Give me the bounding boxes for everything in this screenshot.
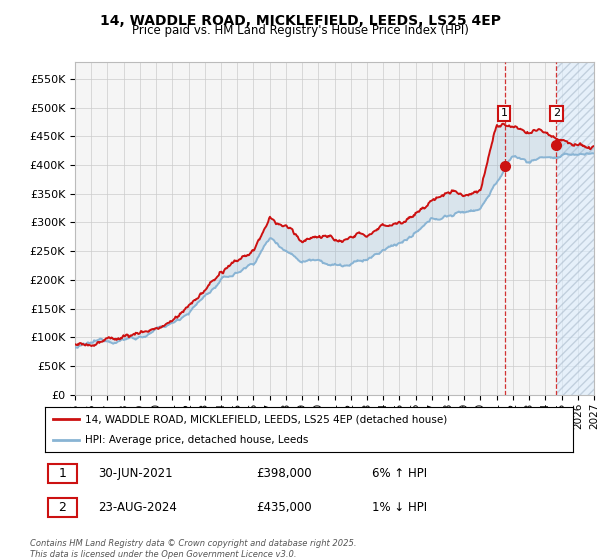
Text: 1: 1 [58,467,66,480]
Text: 1: 1 [500,108,508,118]
Text: 1% ↓ HPI: 1% ↓ HPI [373,501,427,514]
Text: 23-AUG-2024: 23-AUG-2024 [98,501,176,514]
Text: Contains HM Land Registry data © Crown copyright and database right 2025.
This d: Contains HM Land Registry data © Crown c… [30,539,356,559]
Text: 14, WADDLE ROAD, MICKLEFIELD, LEEDS, LS25 4EP (detached house): 14, WADDLE ROAD, MICKLEFIELD, LEEDS, LS2… [85,414,447,424]
Text: £435,000: £435,000 [256,501,312,514]
FancyBboxPatch shape [47,464,77,483]
Text: 6% ↑ HPI: 6% ↑ HPI [373,467,427,480]
Text: 14, WADDLE ROAD, MICKLEFIELD, LEEDS, LS25 4EP: 14, WADDLE ROAD, MICKLEFIELD, LEEDS, LS2… [100,14,500,28]
Text: 2: 2 [553,108,560,118]
Text: £398,000: £398,000 [256,467,312,480]
Text: HPI: Average price, detached house, Leeds: HPI: Average price, detached house, Leed… [85,435,308,445]
Text: 30-JUN-2021: 30-JUN-2021 [98,467,172,480]
Text: Price paid vs. HM Land Registry's House Price Index (HPI): Price paid vs. HM Land Registry's House … [131,24,469,37]
FancyBboxPatch shape [47,498,77,517]
Text: 2: 2 [58,501,66,514]
